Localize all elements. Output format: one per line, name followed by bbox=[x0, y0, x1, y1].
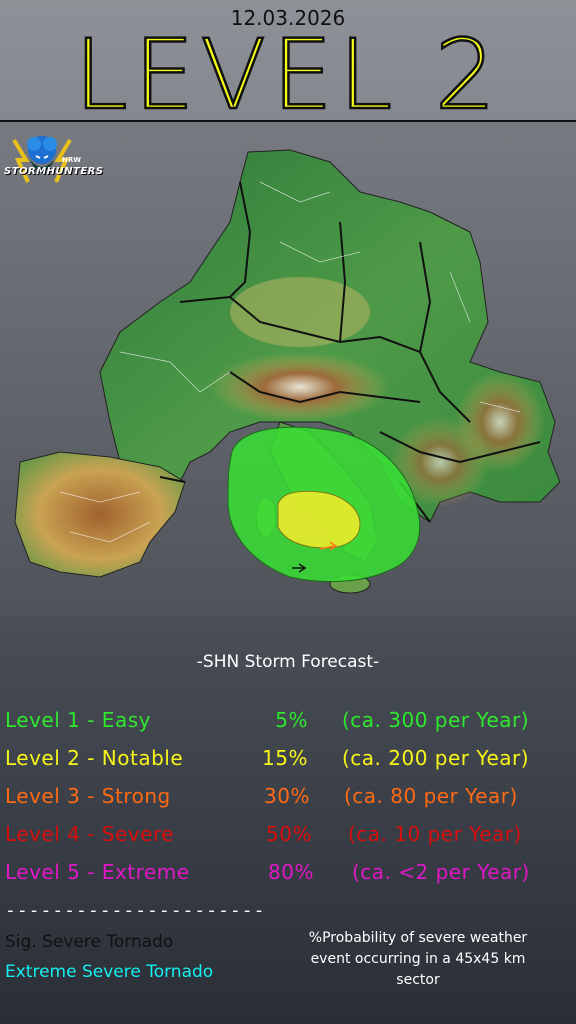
region-borders bbox=[59, 181, 521, 543]
logo-wordmark: STORMHUNTERS bbox=[4, 166, 104, 177]
level-5-name: Level 5 - Extreme bbox=[5, 860, 190, 884]
legend-row-level-2: Level 2 - Notable 15% (ca. 200 per Year) bbox=[0, 746, 576, 774]
level-3-percent: 30% bbox=[264, 784, 310, 808]
level-3-frequency: (ca. 80 per Year) bbox=[344, 784, 518, 808]
level-1-frequency: (ca. 300 per Year) bbox=[342, 708, 530, 732]
level-2-percent: 15% bbox=[262, 746, 308, 770]
forecast-map: STORMHUNTERS NRW bbox=[0, 120, 576, 618]
level-4-name: Level 4 - Severe bbox=[5, 822, 175, 846]
iberian-peninsula bbox=[14, 451, 186, 578]
level-2-name: Level 2 - Notable bbox=[5, 746, 184, 770]
forecast-legend: -SHN Storm Forecast- Level 1 - Easy 5% (… bbox=[0, 616, 576, 1024]
legend-row-level-1: Level 1 - Easy 5% (ca. 300 per Year) bbox=[0, 708, 576, 736]
level-5-frequency: (ca. <2 per Year) bbox=[352, 860, 530, 884]
level-1-percent: 5% bbox=[275, 708, 308, 732]
alps-terrain bbox=[210, 352, 390, 422]
legend-row-level-4: Level 4 - Severe 50% (ca. 10 per Year) bbox=[0, 822, 576, 850]
legend-row-level-3: Level 3 - Strong 30% (ca. 80 per Year) bbox=[0, 784, 576, 812]
level-2-zone bbox=[277, 490, 361, 549]
central-highlands bbox=[230, 277, 370, 347]
level-5-percent: 80% bbox=[268, 860, 314, 884]
sig-severe-tornado-label: Sig. Severe Tornado bbox=[5, 932, 174, 952]
forecast-title: -SHN Storm Forecast- bbox=[196, 652, 380, 672]
legend-row-level-5: Level 5 - Extreme 80% (ca. <2 per Year) bbox=[0, 860, 576, 888]
level-4-frequency: (ca. 10 per Year) bbox=[348, 822, 522, 846]
level-title: LEVEL 2 bbox=[73, 19, 502, 132]
country-borders bbox=[159, 181, 541, 523]
extreme-severe-tornado-label: Extreme Severe Tornado bbox=[5, 962, 214, 982]
forecast-date: 12.03.2026 bbox=[230, 6, 346, 30]
level-2-frequency: (ca. 200 per Year) bbox=[342, 746, 530, 770]
europe-terrain-map bbox=[14, 149, 561, 594]
level-4-percent: 50% bbox=[266, 822, 312, 846]
level-2-motion-arrow bbox=[319, 545, 335, 550]
level-1-name: Level 1 - Easy bbox=[5, 708, 151, 732]
logo-tag: NRW bbox=[62, 156, 81, 164]
balkans-terrain bbox=[390, 417, 490, 507]
probability-note: %Probability of severe weather event occ… bbox=[308, 930, 528, 988]
level-3-name: Level 3 - Strong bbox=[5, 784, 171, 808]
legend-divider: ---------------------- bbox=[5, 900, 266, 921]
stormhunters-logo bbox=[12, 136, 72, 183]
